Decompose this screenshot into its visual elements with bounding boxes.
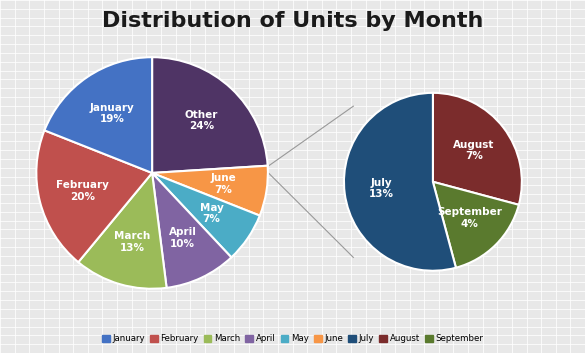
Wedge shape [152,173,260,257]
Text: Other
24%: Other 24% [184,110,218,131]
Wedge shape [433,182,519,268]
Text: June
7%: June 7% [210,173,236,195]
Wedge shape [44,57,152,173]
Text: May
7%: May 7% [199,203,223,224]
Wedge shape [152,173,231,288]
Legend: January, February, March, April, May, June, July, August, September: January, February, March, April, May, Ju… [98,331,487,347]
Text: February
20%: February 20% [56,180,109,202]
Text: September
4%: September 4% [437,208,502,229]
Text: April
10%: April 10% [168,227,197,249]
Text: July
13%: July 13% [369,178,394,199]
Wedge shape [36,130,152,262]
Text: August
7%: August 7% [453,139,494,161]
Text: March
13%: March 13% [114,231,150,253]
Text: Distribution of Units by Month: Distribution of Units by Month [102,11,483,31]
Wedge shape [152,57,268,173]
Wedge shape [344,93,456,271]
Wedge shape [152,166,268,216]
Wedge shape [433,93,522,205]
Text: January
19%: January 19% [90,103,134,124]
Wedge shape [78,173,167,289]
